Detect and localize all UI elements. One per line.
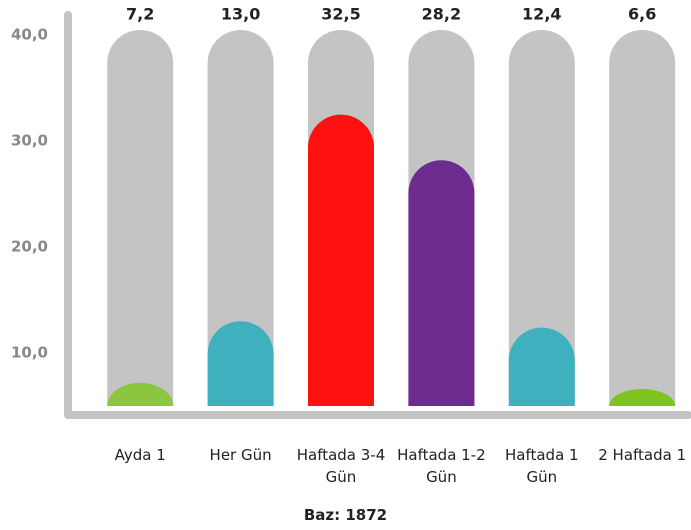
bar-track [107, 30, 174, 407]
bar [107, 382, 174, 406]
x-tick-label: Ayda 1 [114, 446, 166, 464]
bar [408, 160, 475, 406]
axis [64, 11, 691, 419]
value-label: 28,2 [422, 5, 461, 24]
bar-track [508, 30, 575, 407]
bar-track [207, 30, 274, 407]
x-tick-label: Haftada 3-4 Gün [296, 446, 386, 486]
x-tick-label: Haftada 1-2 Gün [397, 446, 486, 486]
x-tick-label: Her Gün [209, 446, 272, 464]
bar [508, 327, 575, 406]
value-label: 12,4 [522, 5, 561, 24]
bar-track [609, 30, 676, 407]
value-label: 32,5 [321, 5, 360, 24]
bar [207, 321, 274, 406]
note: Baz: 1872 [303, 506, 388, 524]
chart-svg: 10,0 20,0 30,0 40,0 7,2 13,0 32,5 28,2 12,4 6,6 [11, 5, 691, 419]
y-tick-label: 30,0 [11, 132, 48, 150]
bar [308, 114, 374, 407]
x-tick-label: Haftada 1 Gün [505, 446, 579, 486]
value-label: 6,6 [628, 5, 656, 24]
x-tick-label: 2 Haftada 1 [598, 446, 687, 464]
y-tick-label: 40,0 [11, 26, 48, 44]
y-tick-label: 10,0 [11, 344, 48, 362]
value-label: 7,2 [126, 5, 154, 24]
value-label: 13,0 [221, 5, 260, 24]
y-tick-label: 20,0 [11, 238, 48, 256]
bar [609, 389, 676, 406]
